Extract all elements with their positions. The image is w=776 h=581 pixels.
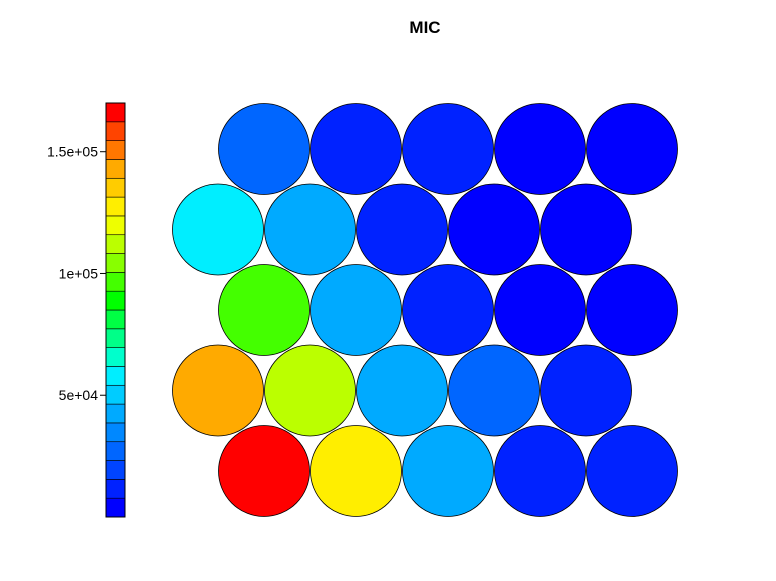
colorbar: 1.5e+05 1e+05 5e+04	[47, 102, 126, 518]
som-cell	[586, 425, 678, 517]
som-cell	[310, 103, 402, 195]
som-cell	[218, 103, 310, 195]
colorbar-segment	[105, 441, 126, 461]
colorbar-segment	[105, 121, 126, 141]
colorbar-segment	[105, 140, 126, 160]
som-cell	[494, 264, 586, 356]
som-cell	[586, 103, 678, 195]
colorbar-segment	[105, 328, 126, 348]
som-cell	[586, 264, 678, 356]
som-cell	[310, 425, 402, 517]
colorbar-segment	[105, 215, 126, 236]
colorbar-segment	[105, 234, 126, 254]
som-cell	[402, 425, 494, 517]
chart-title: MIC	[409, 18, 440, 37]
colorbar-segment	[105, 497, 126, 518]
colorbar-tick-label: 1e+05	[59, 265, 99, 281]
som-cell	[540, 344, 632, 437]
som-cell	[356, 183, 448, 276]
colorbar-segment	[105, 102, 126, 123]
som-cell	[218, 264, 310, 356]
som-cell	[218, 425, 310, 517]
colorbar-segment	[105, 159, 126, 179]
colorbar-segment	[105, 403, 126, 424]
colorbar-segment	[105, 196, 126, 217]
som-cells	[172, 103, 678, 517]
colorbar-segment	[105, 460, 126, 480]
som-cell	[356, 344, 448, 437]
som-cell	[402, 264, 494, 356]
som-cell	[540, 183, 632, 276]
som-cell	[310, 264, 402, 356]
som-cell	[402, 103, 494, 195]
colorbar-segment	[105, 272, 126, 292]
som-cell	[448, 183, 540, 276]
som-cell	[172, 183, 264, 276]
colorbar-segment	[105, 177, 126, 198]
colorbar-tick-label: 5e+04	[59, 387, 99, 403]
som-cell	[172, 344, 264, 437]
colorbar-segment	[105, 290, 126, 311]
colorbar-segment	[105, 309, 126, 330]
colorbar-segment	[105, 347, 126, 367]
som-cell	[494, 103, 586, 195]
som-cell	[494, 425, 586, 517]
colorbar-segment	[105, 384, 126, 405]
som-cell	[264, 183, 356, 276]
colorbar-segment	[105, 422, 126, 443]
colorbar-segment	[105, 366, 126, 386]
colorbar-frame	[105, 102, 126, 518]
som-cell	[264, 344, 356, 437]
colorbar-segment	[105, 253, 126, 273]
colorbar-tick-label: 1.5e+05	[47, 144, 98, 160]
colorbar-segment	[105, 479, 126, 499]
som-cell	[448, 344, 540, 437]
